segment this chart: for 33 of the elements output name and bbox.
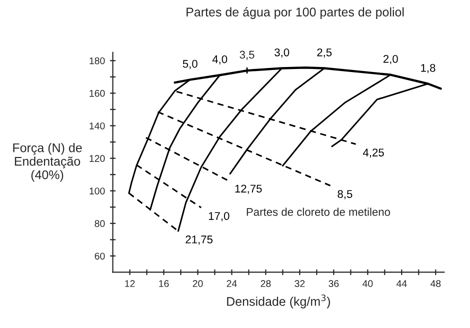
x-tick-label: 48 xyxy=(430,280,441,288)
y-tick-label: 120 xyxy=(90,155,105,162)
y-tick-label: 160 xyxy=(90,90,105,97)
series-label: 8,5 xyxy=(338,190,352,200)
annotation: Partes de cloreto de metileno xyxy=(246,208,390,216)
x-tick-label: 40 xyxy=(362,280,373,288)
series-label: 1,8 xyxy=(421,64,436,74)
annotation: 3,5 xyxy=(240,50,254,60)
series-label: 3,0 xyxy=(274,48,290,58)
y-axis-title: Força (N) de Endentação (40%) xyxy=(13,143,82,182)
x-tick-label: 32 xyxy=(294,280,305,288)
y-tick-label: 180 xyxy=(90,57,105,64)
chart-title: Partes de água por 100 partes de poliol xyxy=(186,7,404,19)
series-label: 5,0 xyxy=(182,60,198,70)
series-label: 21,75 xyxy=(186,236,213,245)
x-tick-label: 28 xyxy=(260,280,271,288)
series-label: 12,75 xyxy=(235,184,262,194)
series-label: 17,0 xyxy=(208,212,230,222)
y-tick-label: 140 xyxy=(90,122,105,130)
x-tick-label: 36 xyxy=(328,280,339,288)
x-tick-label: 20 xyxy=(192,280,203,288)
x-tick-label: 12 xyxy=(125,280,135,287)
y-tick-label: 100 xyxy=(90,188,105,194)
series-label: 4,25 xyxy=(362,148,384,158)
y-tick-label: 60 xyxy=(94,252,105,260)
series-label: 2,0 xyxy=(383,54,398,64)
series-label: 2,5 xyxy=(317,48,332,58)
x-tick-label: 44 xyxy=(396,280,407,287)
y-tick-label: 80 xyxy=(94,220,105,228)
x-tick-label: 24 xyxy=(226,280,237,287)
series-label: 4,0 xyxy=(212,55,228,64)
x-tick-label: 16 xyxy=(159,280,169,288)
x-axis-title: Densidade (kg/m$^{3}$) xyxy=(227,294,330,308)
